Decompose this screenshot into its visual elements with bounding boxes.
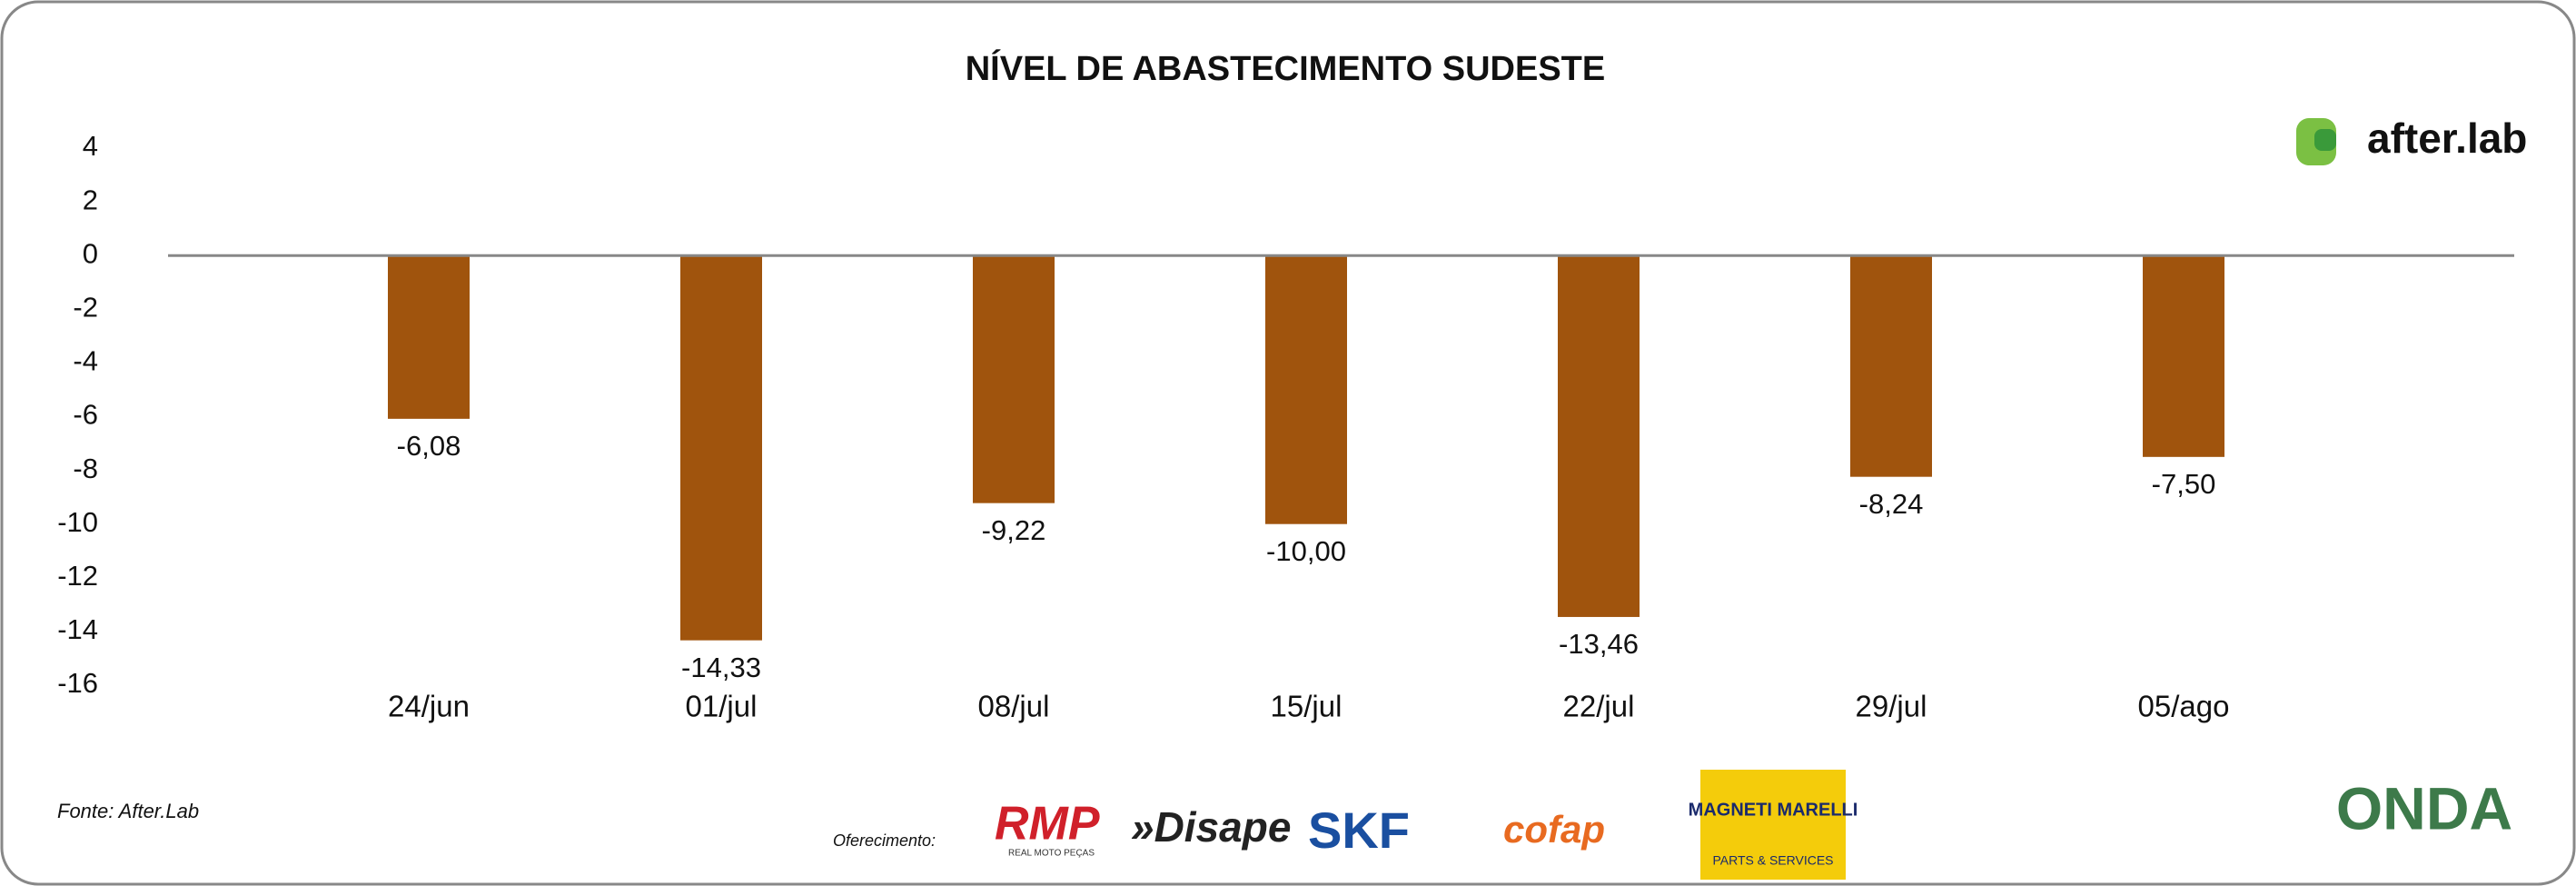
value-label: -9,22 <box>982 514 1046 546</box>
logo-magneti-sub: PARTS & SERVICES <box>1712 853 1833 868</box>
y-tick-label: -14 <box>57 613 98 645</box>
x-tick-label: 15/jul <box>1271 690 1342 723</box>
logo-skf: SKF <box>1308 801 1410 859</box>
y-tick-label: -6 <box>73 399 98 431</box>
x-tick-label: 29/jul <box>1856 690 1927 723</box>
bar <box>1265 255 1347 524</box>
x-tick-label: 08/jul <box>978 690 1050 723</box>
brand-icon <box>2314 129 2336 151</box>
bar <box>973 255 1055 503</box>
x-tick-label: 01/jul <box>686 690 758 723</box>
value-label: -7,50 <box>2152 468 2216 500</box>
x-tick-label: 22/jul <box>1563 690 1635 723</box>
y-tick-label: -8 <box>73 453 98 484</box>
chart-title: NÍVEL DE ABASTECIMENTO SUDESTE <box>966 48 1606 88</box>
y-tick-label: -4 <box>73 345 98 377</box>
logo-rmp-sub: REAL MOTO PEÇAS <box>1008 849 1095 859</box>
bar <box>1850 255 1932 477</box>
bar <box>680 255 762 641</box>
y-tick-label: -10 <box>57 506 98 538</box>
logo-magneti-box <box>1700 770 1846 880</box>
logo-onda: ONDA <box>2336 774 2512 841</box>
y-tick-label: 4 <box>83 130 98 162</box>
y-tick-label: -12 <box>57 560 98 592</box>
brand-logo: after.lab <box>2296 114 2527 165</box>
logo-cofap: cofap <box>1503 808 1605 851</box>
bar <box>2143 255 2224 457</box>
bar <box>388 255 470 419</box>
value-label: -6,08 <box>397 430 461 462</box>
y-tick-label: 0 <box>83 237 98 269</box>
y-tick-label: -16 <box>57 667 98 699</box>
source: Fonte: After.Lab <box>57 800 199 822</box>
sponsor-label: Oferecimento: <box>833 831 936 850</box>
bar <box>1558 255 1640 617</box>
value-label: -8,24 <box>1859 488 1924 520</box>
x-tick-label: 05/ago <box>2138 690 2230 723</box>
value-label: -13,46 <box>1559 628 1639 660</box>
y-tick-label: -2 <box>73 291 98 323</box>
logo-disape: »Disape <box>1131 803 1291 851</box>
x-tick-label: 24/jun <box>388 690 470 723</box>
y-tick-label: 2 <box>83 184 98 215</box>
logo-rmp: RMP <box>995 798 1100 851</box>
value-label: -14,33 <box>681 652 761 683</box>
logo-magneti: MAGNETI MARELLI <box>1689 800 1858 820</box>
value-label: -10,00 <box>1266 535 1346 567</box>
brand-text: after.lab <box>2367 114 2527 162</box>
sponsor-logos: RMP REAL MOTO PEÇAS »Disape SKF cofap MA… <box>995 770 2512 880</box>
